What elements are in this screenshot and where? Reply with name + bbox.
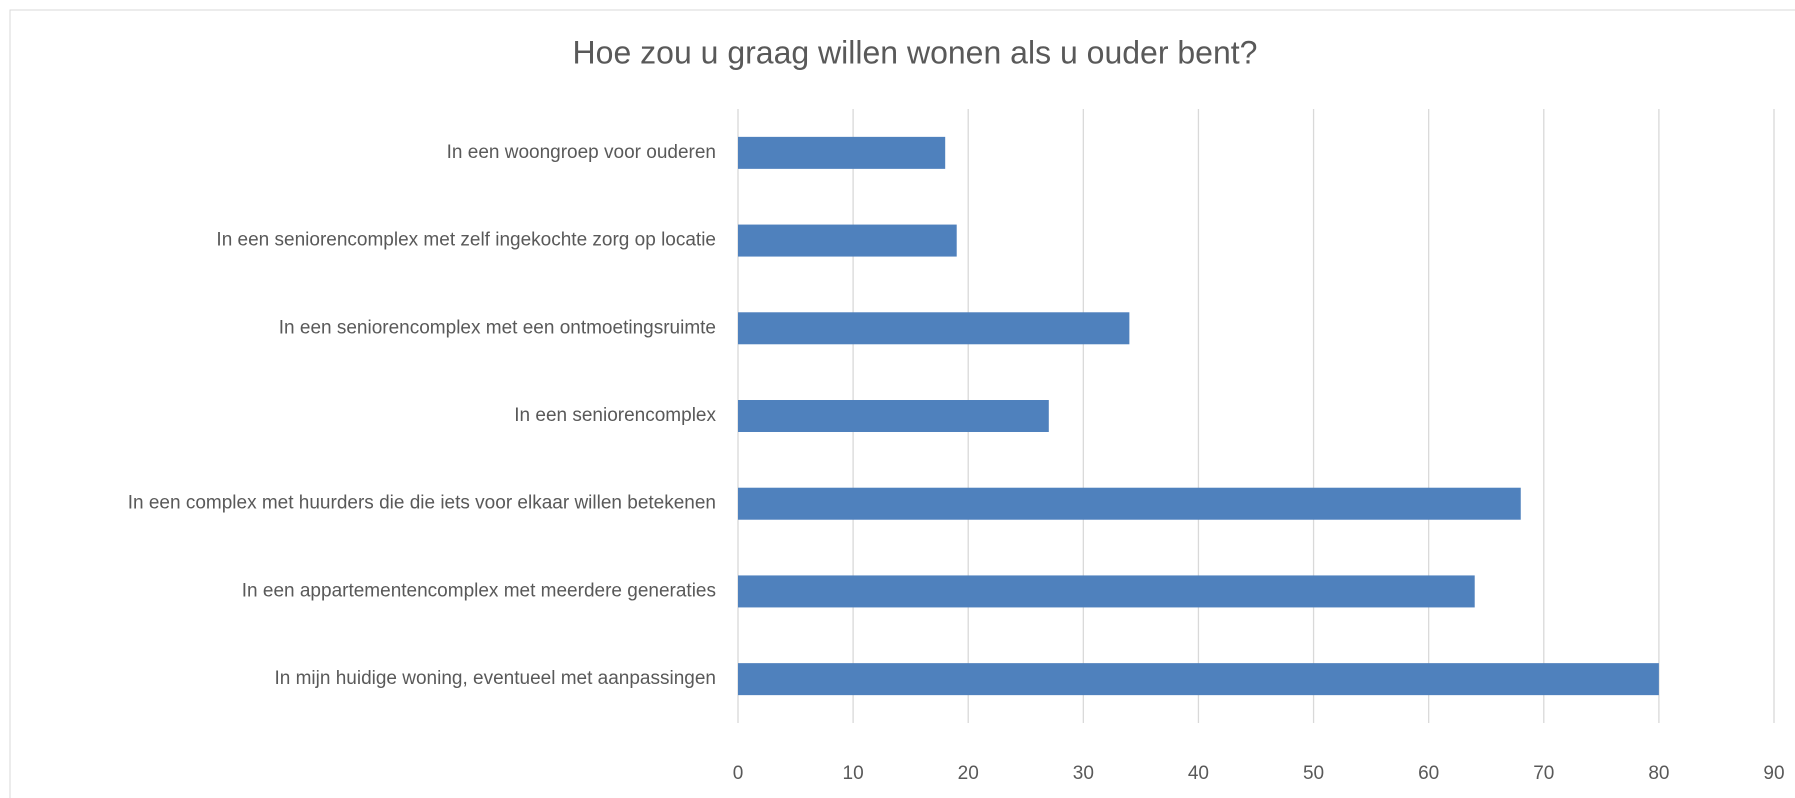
chart-title: Hoe zou u graag willen wonen als u ouder… xyxy=(573,34,1258,70)
x-tick-label: 90 xyxy=(1763,763,1784,784)
bar xyxy=(738,136,946,169)
x-tick-label: 20 xyxy=(958,763,979,784)
y-tick-label: In een seniorencomplex met een ontmoetin… xyxy=(279,317,716,338)
y-tick-label: In een complex met huurders die die iets… xyxy=(128,493,716,514)
y-tick-label: In een seniorencomplex xyxy=(514,405,716,426)
x-tick-label: 60 xyxy=(1418,763,1439,784)
x-tick-label: 50 xyxy=(1303,763,1324,784)
bar xyxy=(738,312,1130,345)
x-tick-label: 40 xyxy=(1188,763,1209,784)
y-tick-label: In mijn huidige woning, eventueel met aa… xyxy=(274,668,716,689)
x-tick-label: 30 xyxy=(1073,763,1094,784)
y-tick-label: In een seniorencomplex met zelf ingekoch… xyxy=(216,230,716,251)
x-tick-label: 70 xyxy=(1533,763,1554,784)
x-tick-label: 10 xyxy=(843,763,864,784)
y-tick-label: In een appartementencomplex met meerdere… xyxy=(242,580,716,601)
bar xyxy=(738,663,1659,696)
bar xyxy=(738,487,1521,520)
bar xyxy=(738,224,957,257)
y-tick-label: In een woongroep voor ouderen xyxy=(447,142,716,163)
bar xyxy=(738,575,1475,608)
bar xyxy=(738,400,1049,432)
x-tick-label: 0 xyxy=(733,763,744,784)
x-tick-label: 80 xyxy=(1648,763,1669,784)
